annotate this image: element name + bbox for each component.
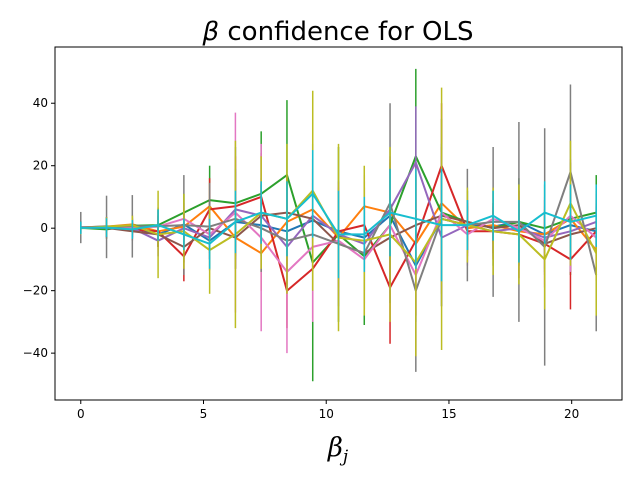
chart-title-greek: β [202,17,220,47]
x-axis-label: βj [327,433,349,467]
x-tick-label: 10 [319,407,334,421]
y-tick-label: 0 [40,221,48,235]
y-tick-label: 20 [33,159,48,173]
x-tick-label: 20 [564,407,579,421]
plot-frame [54,46,623,401]
series-9 [80,150,597,282]
y-tick-label: 40 [33,96,48,110]
x-axis: 0 5 10 15 20 [77,400,579,421]
x-axis-label-sub: j [339,447,349,467]
series-line [80,192,597,245]
chart-title: β confidence for OLS [202,17,474,47]
x-tick-label: 0 [77,407,85,421]
series-layer [80,68,598,382]
x-tick-label: 5 [200,407,208,421]
y-tick-label: −40 [23,346,48,360]
x-tick-label: 15 [441,407,456,421]
x-axis-label-main: β [327,433,343,463]
chart-title-text: confidence for OLS [219,17,473,47]
y-tick-label: −20 [23,284,48,298]
y-axis: −40 −20 0 20 40 [23,96,55,360]
